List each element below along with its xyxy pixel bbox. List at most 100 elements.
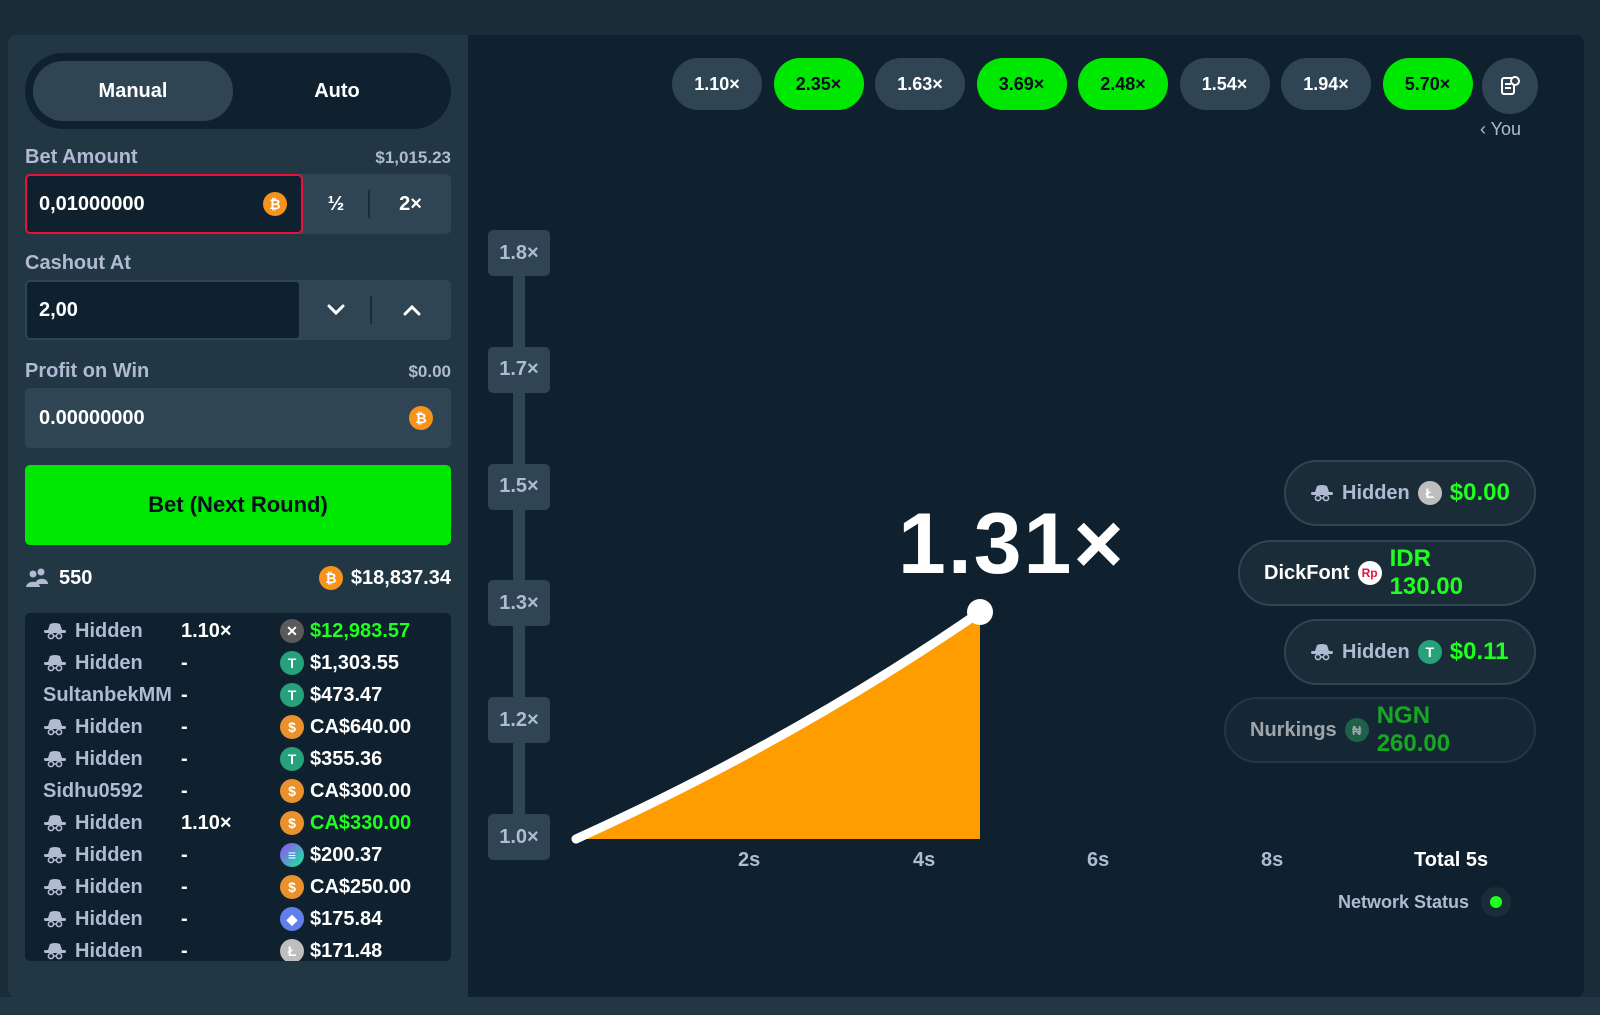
cashout-amount: IDR 130.00 xyxy=(1389,545,1463,600)
bet-amount: $ CA$640.00 xyxy=(280,715,411,739)
bet-amount: ✕ $12,983.57 xyxy=(280,619,410,643)
bet-multiplier: - xyxy=(181,651,188,674)
cashout-user-name: DickFont xyxy=(1264,561,1350,584)
hidden-user-icon xyxy=(44,943,66,960)
bet-user: Hidden xyxy=(43,876,143,899)
divider xyxy=(368,190,370,218)
cashout-at-group: 2,00 xyxy=(25,280,451,340)
y-axis-tick: 1.8× xyxy=(488,230,550,276)
network-status: Network Status xyxy=(1338,887,1512,917)
cashout-decrease-button[interactable] xyxy=(301,280,371,340)
manual-tab[interactable]: Manual xyxy=(33,61,233,121)
bet-user: SultanbekMM xyxy=(43,684,172,707)
bet-user: Sidhu0592 xyxy=(43,780,143,803)
history-pill[interactable]: 2.35× xyxy=(773,58,864,110)
bet-multiplier: - xyxy=(181,907,188,930)
history-pill[interactable]: 5.70× xyxy=(1382,58,1473,110)
bet-amount: ≡ $200.37 xyxy=(280,843,382,867)
eth-coin-icon: ◆ xyxy=(280,907,304,931)
cashout-increase-button[interactable] xyxy=(372,280,451,340)
curve-area xyxy=(576,612,980,839)
bet-user-name: Hidden xyxy=(75,939,143,962)
history-pill[interactable]: 1.54× xyxy=(1179,58,1270,110)
bet-amount-value: CA$330.00 xyxy=(310,811,412,834)
crash-curve xyxy=(571,599,993,844)
network-status-dot xyxy=(1481,887,1512,917)
hidden-user-icon xyxy=(44,751,66,768)
bet-amount-value: $200.37 xyxy=(310,843,383,866)
bet-amount-value: $175.84 xyxy=(310,907,383,930)
bet-row: SultanbekMM - T $473.47 xyxy=(25,679,451,711)
usdt-coin-icon: T xyxy=(280,651,304,675)
bet-amount-value: $473.47 xyxy=(310,683,383,706)
bitcoin-icon: ₿ xyxy=(409,406,433,430)
auto-tab[interactable]: Auto xyxy=(314,79,360,102)
x-axis-tick: 6s xyxy=(1087,849,1110,871)
double-bet-button[interactable]: 2× xyxy=(399,192,422,215)
profit-on-win-value: 0.00000000 xyxy=(39,406,145,429)
bet-user: Hidden xyxy=(43,716,143,739)
y-axis-tick: 1.5× xyxy=(488,463,550,510)
cashout-amount: NGN 260.00 xyxy=(1376,702,1451,757)
bet-user: Hidden xyxy=(43,748,143,771)
hidden-user-icon xyxy=(44,879,66,896)
usdt-coin-icon: T xyxy=(280,747,304,771)
round-stats: 550 ₿ $18,837.34 xyxy=(25,563,451,593)
hidden-user-icon xyxy=(44,911,66,928)
bet-user: Hidden xyxy=(43,939,143,962)
usdt-coin-icon: T xyxy=(280,683,304,707)
cashout-entry: DickFont Rp IDR 130.00 xyxy=(1238,540,1536,606)
cashout-amount: $0.11 xyxy=(1449,638,1509,665)
bet-row: Hidden 1.10× $ CA$330.00 xyxy=(25,807,451,839)
y-axis-tick: 1.7× xyxy=(488,346,550,393)
chevron-up-icon xyxy=(403,304,420,316)
bitcoin-icon: ₿ xyxy=(263,192,287,216)
bet-amount-input[interactable]: 0,01000000 ₿ xyxy=(25,174,303,234)
bet-amount-label: Bet Amount xyxy=(25,146,138,168)
bet-row: Hidden 1.10× ✕ $12,983.57 xyxy=(25,615,451,647)
y-axis: 1.8× 1.7× 1.5× 1.3× 1.2× 1.0× xyxy=(488,230,550,870)
bet-multiplier: - xyxy=(181,715,188,738)
cashout-at-input[interactable]: 2,00 xyxy=(25,280,301,340)
history-pill[interactable]: 1.63× xyxy=(875,58,965,110)
bet-amount-value: $12,983.57 xyxy=(310,619,411,642)
bet-user: Hidden xyxy=(43,620,143,643)
cad-coin-icon: $ xyxy=(280,715,304,739)
network-status-label: Network Status xyxy=(1338,891,1470,912)
mode-toggle: Manual Auto xyxy=(25,53,451,129)
bet-amount: $ CA$330.00 xyxy=(280,811,411,835)
bet-button[interactable]: Bet (Next Round) xyxy=(25,465,451,545)
history-pill[interactable]: 1.94× xyxy=(1281,58,1371,110)
cashout-user-name: Hidden xyxy=(1342,481,1410,504)
bet-amount: $ CA$250.00 xyxy=(280,875,411,899)
bet-amount-value: 0,01000000 xyxy=(39,192,145,215)
usdt-coin-icon: T xyxy=(1417,640,1442,664)
bet-multiplier: - xyxy=(181,683,188,706)
history-pill[interactable]: 1.10× xyxy=(672,58,762,110)
ngn-coin-icon: ₦ xyxy=(1344,718,1369,742)
bet-user-name: SultanbekMM xyxy=(43,683,172,706)
cashout-entry: Nurkings ₦ NGN 260.00 xyxy=(1224,697,1536,763)
history-button[interactable] xyxy=(1482,58,1538,114)
bet-amount-group: 0,01000000 ₿ ½ 2× xyxy=(25,174,451,234)
bet-row: Hidden - $ CA$250.00 xyxy=(25,871,451,903)
cashout-entry: Hidden Ł $0.00 xyxy=(1284,460,1536,526)
cashout-at-label: Cashout At xyxy=(25,252,131,274)
cad-coin-icon: $ xyxy=(280,779,304,803)
bet-user-name: Hidden xyxy=(75,875,143,898)
player-count: 550 xyxy=(59,566,93,589)
history-pill[interactable]: 2.48× xyxy=(1078,58,1168,110)
bet-user-name: Hidden xyxy=(75,651,143,674)
bet-amount: ◆ $175.84 xyxy=(280,907,382,931)
cashout-user-name: Nurkings xyxy=(1250,718,1337,741)
hidden-user-icon xyxy=(1311,644,1333,661)
divider xyxy=(370,296,372,324)
crash-game-app: Manual Auto Bet Amount $1,015.23 0,01000… xyxy=(8,35,1584,997)
bet-row: Sidhu0592 - $ CA$300.00 xyxy=(25,775,451,807)
profit-on-win-group: 0.00000000 ₿ xyxy=(25,388,451,448)
chevron-down-icon xyxy=(327,304,345,316)
xrp-coin-icon: ✕ xyxy=(280,619,304,643)
half-bet-button[interactable]: ½ xyxy=(327,192,345,215)
history-pill[interactable]: 3.69× xyxy=(976,58,1067,110)
bet-multiplier: - xyxy=(181,939,188,962)
